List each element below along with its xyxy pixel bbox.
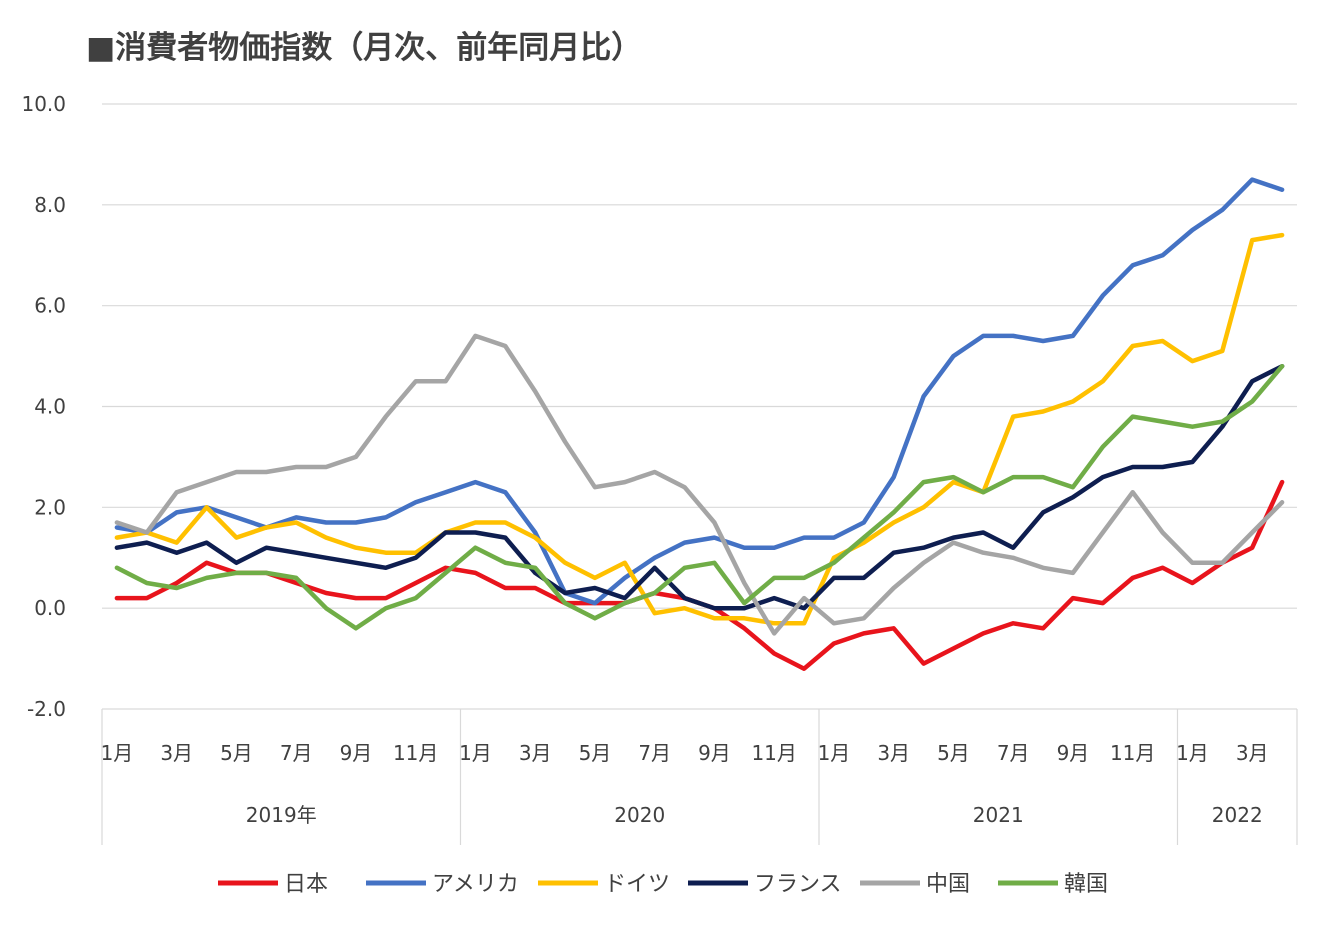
x-tick-label: 7月: [638, 741, 671, 765]
series-lines: [114, 177, 1285, 671]
y-tick-label: 6.0: [34, 294, 66, 318]
legend-label: ドイツ: [604, 872, 670, 897]
x-tick-label: 5月: [937, 741, 970, 765]
x-tick-label: 3月: [519, 741, 552, 765]
x-tick-label: 7月: [997, 741, 1030, 765]
x-tick-label: 3月: [1236, 741, 1269, 765]
legend-item: 韓国: [998, 872, 1108, 897]
x-tick-label: 5月: [579, 741, 612, 765]
x-tick-label: 5月: [220, 741, 253, 765]
legend-item: 日本: [218, 872, 328, 897]
gridlines: [102, 103, 1297, 710]
x-tick-label: 9月: [1057, 741, 1090, 765]
x-axis-year-labels: 2019年 2020 2021 2022: [246, 803, 1263, 827]
legend-label: 中国: [926, 872, 970, 897]
x-tick-label: 9月: [698, 741, 731, 765]
legend-label: 日本: [284, 872, 328, 897]
x-axis-tick-labels: 1月 3月 5月 7月 9月 11月 1月 3月 5月 7月 9月 11月 1月 3月 5月 7月 9月 11月 1…: [101, 741, 1269, 765]
y-axis-tick-labels: 10.0 8.0 6.0 4.0 2.0 0.0 -2.0: [21, 92, 66, 721]
x-tick-label: 9月: [340, 741, 373, 765]
chart-title: ■消費者物価指数（月次、前年同月比）: [86, 30, 642, 66]
legend-item: ドイツ: [538, 872, 670, 897]
y-tick-label: 4.0: [34, 395, 66, 419]
x-tick-label: 1月: [459, 741, 492, 765]
x-tick-label: 1月: [1176, 741, 1209, 765]
x-tick-label: 7月: [280, 741, 313, 765]
x-year-label: 2022: [1212, 803, 1263, 827]
series-line: [114, 232, 1285, 626]
legend-item: 中国: [860, 872, 970, 897]
x-tick-label: 3月: [877, 741, 910, 765]
series-line: [114, 333, 1285, 636]
legend-label: アメリカ: [432, 872, 519, 897]
y-tick-label: -2.0: [27, 697, 66, 721]
legend-label: フランス: [754, 872, 842, 897]
y-tick-label: 10.0: [21, 92, 66, 116]
y-tick-label: 0.0: [34, 596, 66, 620]
legend: 日本 アメリカ ドイツ フランス 中国 韓国: [218, 872, 1108, 897]
x-tick-label: 3月: [160, 741, 193, 765]
x-tick-label: 1月: [818, 741, 851, 765]
legend-item: フランス: [688, 872, 842, 897]
x-year-label: 2019年: [246, 803, 317, 827]
x-tick-label: 11月: [393, 741, 438, 765]
y-tick-label: 2.0: [34, 495, 66, 519]
series-line: [114, 177, 1285, 606]
y-tick-label: 8.0: [34, 193, 66, 217]
x-tick-label: 11月: [1110, 741, 1155, 765]
x-year-label: 2021: [973, 803, 1024, 827]
x-tick-label: 11月: [751, 741, 796, 765]
series-line: [114, 363, 1285, 611]
x-year-label: 2020: [614, 803, 665, 827]
legend-item: アメリカ: [366, 872, 519, 897]
series-line: [114, 363, 1285, 631]
x-tick-label: 1月: [101, 741, 134, 765]
x-axis: [101, 709, 1298, 845]
legend-label: 韓国: [1064, 872, 1108, 897]
